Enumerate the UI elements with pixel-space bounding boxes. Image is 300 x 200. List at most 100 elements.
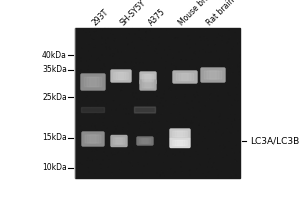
- Point: [92, 169, 97, 172]
- Point: [154, 171, 159, 175]
- Point: [113, 34, 118, 37]
- Point: [90, 122, 95, 125]
- Point: [171, 173, 176, 176]
- Point: [236, 70, 240, 73]
- Point: [234, 95, 239, 98]
- Point: [216, 121, 221, 124]
- Point: [115, 125, 119, 128]
- Point: [82, 77, 87, 81]
- Point: [76, 66, 81, 69]
- Point: [99, 163, 104, 166]
- Point: [88, 41, 93, 44]
- Point: [211, 64, 215, 67]
- Point: [80, 73, 84, 77]
- Point: [174, 142, 179, 146]
- Point: [215, 30, 220, 34]
- Point: [87, 30, 92, 33]
- Point: [132, 100, 136, 103]
- Point: [220, 162, 225, 166]
- Point: [86, 50, 91, 53]
- Point: [171, 64, 176, 67]
- Point: [128, 81, 133, 84]
- Point: [216, 135, 220, 138]
- Point: [148, 29, 152, 32]
- Point: [94, 85, 99, 89]
- Point: [92, 87, 97, 90]
- Point: [114, 88, 119, 91]
- Point: [97, 32, 102, 35]
- Point: [204, 130, 208, 134]
- Point: [180, 71, 185, 74]
- Point: [151, 82, 156, 86]
- Point: [75, 117, 80, 120]
- Point: [164, 117, 169, 120]
- Point: [135, 51, 140, 54]
- Point: [236, 99, 240, 102]
- Point: [227, 51, 232, 54]
- Point: [94, 63, 98, 66]
- Point: [94, 149, 99, 152]
- Point: [183, 58, 188, 61]
- Point: [164, 29, 169, 32]
- Point: [226, 52, 231, 55]
- Point: [77, 71, 82, 75]
- Point: [221, 103, 226, 106]
- Point: [82, 59, 87, 63]
- Text: Rat brain: Rat brain: [205, 0, 236, 27]
- Point: [220, 35, 225, 38]
- Point: [74, 164, 79, 167]
- Point: [99, 58, 103, 61]
- Point: [180, 48, 185, 51]
- Point: [194, 47, 199, 50]
- Point: [196, 100, 201, 103]
- Point: [155, 145, 160, 148]
- Point: [89, 42, 94, 45]
- Point: [135, 47, 140, 50]
- Point: [137, 175, 142, 178]
- Point: [166, 87, 171, 90]
- Point: [182, 139, 187, 142]
- Point: [85, 37, 90, 40]
- Point: [93, 44, 98, 47]
- Point: [228, 134, 233, 138]
- Point: [158, 174, 162, 177]
- Point: [158, 69, 163, 73]
- Point: [173, 95, 178, 98]
- Point: [101, 134, 106, 137]
- Point: [78, 162, 83, 165]
- Point: [167, 125, 172, 128]
- Point: [76, 92, 80, 95]
- Point: [78, 84, 82, 87]
- Point: [134, 57, 139, 60]
- Point: [228, 106, 232, 110]
- Point: [200, 152, 205, 155]
- Point: [165, 105, 170, 108]
- Point: [170, 37, 175, 40]
- Point: [98, 118, 103, 122]
- Point: [184, 58, 188, 61]
- FancyBboxPatch shape: [90, 77, 96, 87]
- Point: [123, 61, 128, 64]
- Point: [206, 66, 211, 69]
- Point: [206, 84, 211, 87]
- Point: [88, 97, 92, 100]
- Point: [144, 80, 149, 83]
- Point: [82, 40, 87, 43]
- Point: [230, 63, 234, 67]
- Point: [177, 128, 182, 131]
- Point: [231, 169, 236, 172]
- Point: [218, 112, 223, 115]
- Point: [236, 76, 240, 79]
- Point: [224, 114, 228, 117]
- Point: [229, 168, 234, 171]
- FancyBboxPatch shape: [142, 74, 154, 82]
- Point: [110, 33, 115, 36]
- Point: [185, 70, 190, 74]
- FancyBboxPatch shape: [141, 139, 149, 143]
- Point: [130, 27, 135, 30]
- Point: [236, 108, 240, 111]
- Point: [226, 37, 231, 41]
- FancyBboxPatch shape: [144, 82, 152, 88]
- Point: [83, 80, 88, 84]
- Point: [203, 36, 208, 39]
